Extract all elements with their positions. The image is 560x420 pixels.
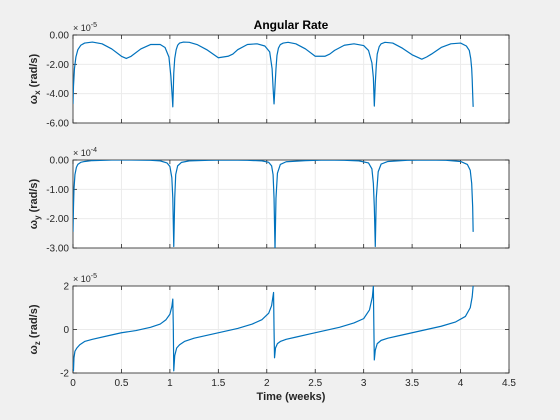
x-tick-label: 0 <box>70 378 76 389</box>
x-tick-label: 3 <box>361 378 367 389</box>
x-tick-label: 4.5 <box>502 378 516 389</box>
axes-3: 20-20 0.5 1 1.5 2 2.5 3 3.5 4 4.5× 10-5ωz (rad/s)… <box>28 273 516 403</box>
y-exponent-label: × 10-4 <box>73 147 97 158</box>
y-tick-label: -2.00 <box>46 60 69 71</box>
y-tick-label: -6.00 <box>46 119 69 130</box>
y-tick-label: -3.00 <box>46 244 69 255</box>
series-line <box>73 160 474 248</box>
chart-title: Angular Rate <box>254 18 329 32</box>
plot-area <box>73 160 509 248</box>
x-tick-label: 1 <box>167 378 173 389</box>
x-tick-label: 2 <box>264 378 270 389</box>
axes-box <box>72 34 510 124</box>
y-tick-label: 0.00 <box>50 31 70 42</box>
y-exponent-label: × 10-5 <box>73 273 97 284</box>
y-tick-label: 2 <box>63 282 69 293</box>
y-tick-label: 0.00 <box>50 156 70 167</box>
y-axis-label: ωz (rad/s) <box>28 304 42 354</box>
y-tick-label: -4.00 <box>46 89 69 100</box>
x-tick-label: 2.5 <box>308 378 322 389</box>
y-tick-label: -2.00 <box>46 214 69 225</box>
y-tick-label: 0 <box>63 325 69 336</box>
y-axis-label: ωy (rad/s) <box>28 178 42 229</box>
x-tick-label: 4 <box>458 378 464 389</box>
x-axis-label: Time (weeks) <box>257 391 326 403</box>
axes-2: 0.00 -1.00 -2.00 -3.00 × 10-4 ωy (rad/s) <box>28 147 510 255</box>
x-tick-label: 0.5 <box>114 378 128 389</box>
y-tick-label: -1.00 <box>46 185 69 196</box>
axes-1: 0.00 -2.00 -4.00 -6.00 × 10-5 ωx (rad/s) Angul… <box>28 18 510 130</box>
x-tick-label: 1.5 <box>211 378 225 389</box>
y-tick-label: -2 <box>60 369 69 380</box>
y-axis-label: ωx (rad/s) <box>28 53 42 104</box>
series-line <box>73 41 474 108</box>
plot-area <box>73 35 509 123</box>
x-tick-label: 3.5 <box>405 378 419 389</box>
series-line <box>73 286 474 372</box>
y-exponent-label: × 10-5 <box>73 22 97 33</box>
